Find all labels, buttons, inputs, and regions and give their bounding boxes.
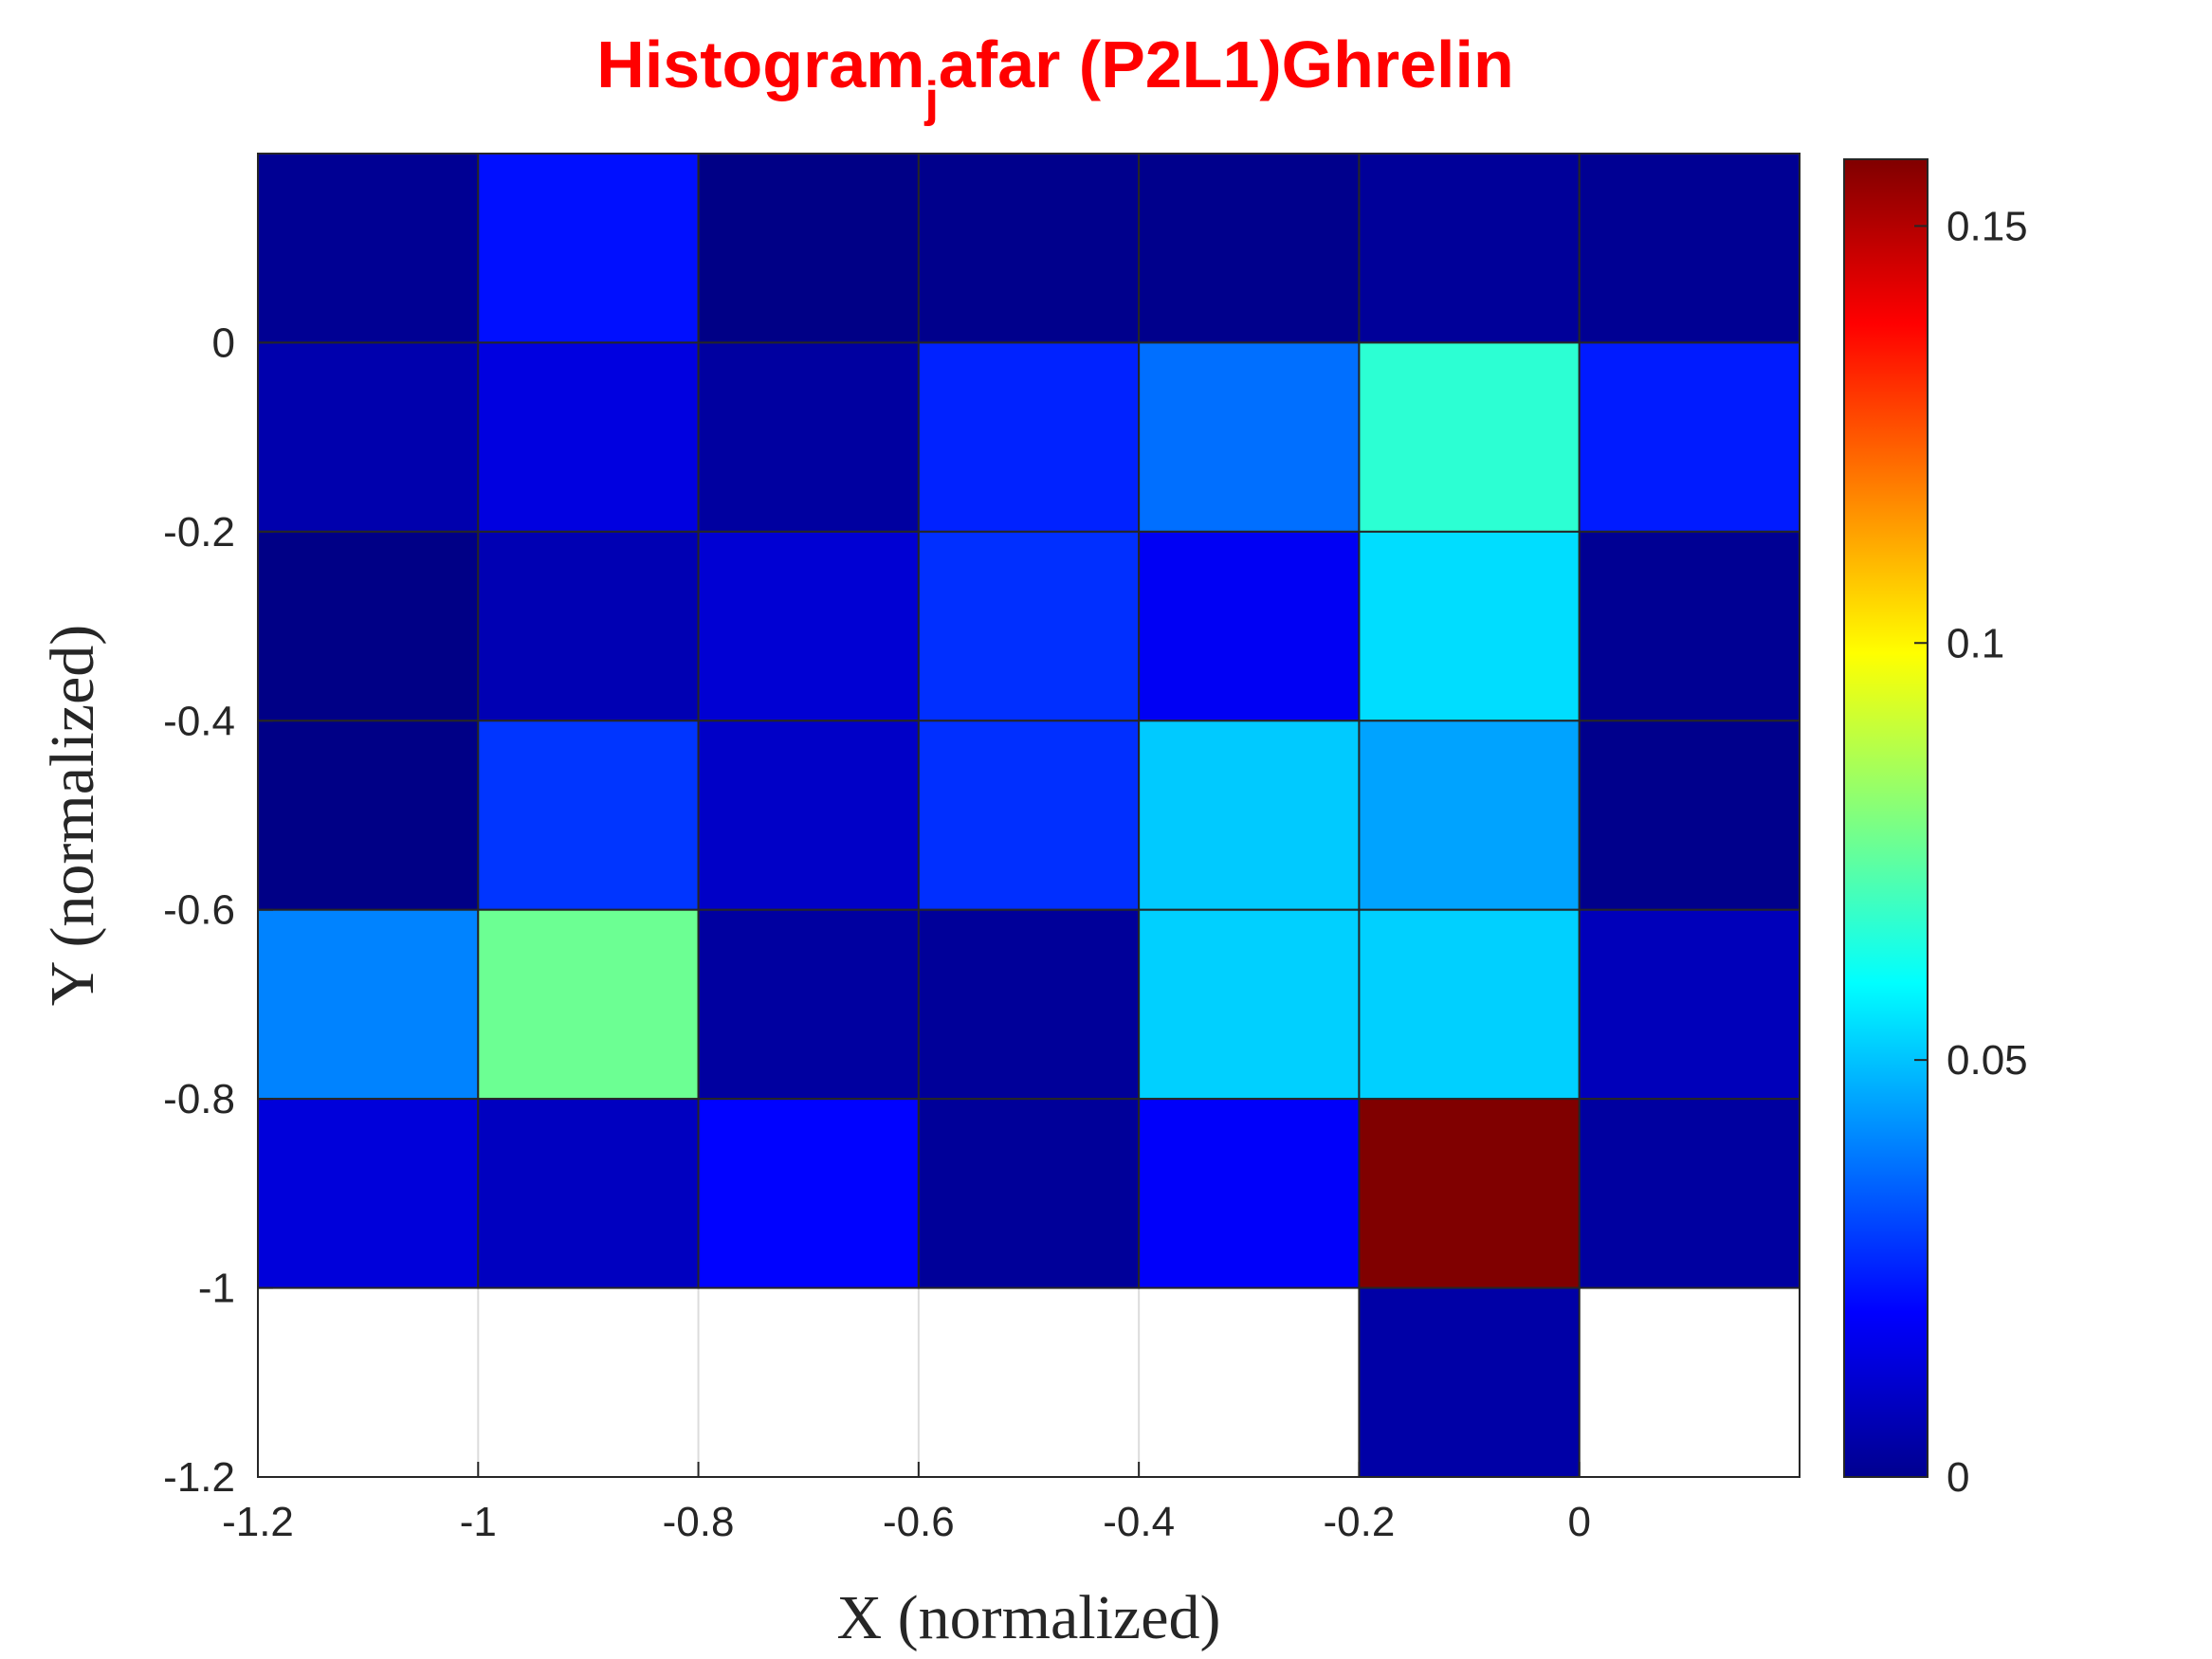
x-tick-label: -0.4 bbox=[1103, 1499, 1175, 1545]
heatmap-cell bbox=[697, 530, 920, 722]
heatmap-cell bbox=[917, 153, 1141, 344]
heatmap-cell bbox=[477, 530, 700, 722]
heatmap-cell bbox=[697, 908, 920, 1101]
heatmap-cell bbox=[477, 153, 700, 344]
heatmap-cell bbox=[917, 908, 1141, 1101]
heatmap-cell bbox=[1358, 1098, 1581, 1289]
x-tick-label: -0.8 bbox=[663, 1499, 735, 1545]
heatmap-cells bbox=[257, 153, 1801, 1478]
x-tick-label: -1.2 bbox=[222, 1499, 294, 1545]
heatmap-cell bbox=[1138, 720, 1361, 911]
colorbar-tick-label: 0.15 bbox=[1947, 203, 2028, 249]
heatmap-cell bbox=[257, 1098, 480, 1289]
y-tick-label: -1.2 bbox=[163, 1454, 235, 1501]
heatmap-cell bbox=[697, 1098, 920, 1289]
y-tick-label: -0.8 bbox=[163, 1076, 235, 1122]
heatmap-cell bbox=[1358, 153, 1581, 344]
heatmap-cell bbox=[477, 341, 700, 533]
colorbar bbox=[1843, 158, 1929, 1478]
y-tick-label: 0 bbox=[212, 319, 235, 366]
heatmap-cell bbox=[1578, 530, 1801, 722]
x-axis-ticks: -1.2 -1 -0.8 -0.6 -0.4 -0.2 0 bbox=[222, 1462, 1591, 1545]
heatmap-cell bbox=[697, 720, 920, 911]
heatmap-cell bbox=[697, 153, 920, 344]
colorbar-tick-label: 0.1 bbox=[1947, 620, 2004, 666]
title-part-main: Histogram bbox=[596, 27, 924, 101]
heatmap-cell bbox=[1138, 153, 1361, 344]
x-tick-label: -0.6 bbox=[883, 1499, 955, 1545]
heatmap-cell bbox=[257, 720, 480, 911]
heatmap-cell bbox=[1358, 341, 1581, 533]
heatmap-cell bbox=[1358, 1286, 1581, 1478]
heatmap-cell bbox=[1138, 1098, 1361, 1289]
x-tick-label: 0 bbox=[1567, 1499, 1590, 1545]
x-tick-label: -0.2 bbox=[1324, 1499, 1396, 1545]
colorbar-ticks: 0 0.05 0.1 0.15 bbox=[1914, 203, 2028, 1501]
heatmap-cell bbox=[477, 1098, 700, 1289]
title-part-subscript: j bbox=[923, 72, 938, 127]
heatmap-cell bbox=[697, 341, 920, 533]
heatmap-cell bbox=[477, 720, 700, 911]
heatmap-cell bbox=[1138, 341, 1361, 533]
colorbar-tick-label: 0.05 bbox=[1947, 1037, 2028, 1084]
y-tick-label: -0.2 bbox=[163, 509, 235, 556]
heatmap-cell bbox=[917, 530, 1141, 722]
heatmap-cell bbox=[917, 341, 1141, 533]
y-axis-label: Y (normalized) bbox=[38, 625, 107, 1007]
heatmap-cell bbox=[1358, 530, 1581, 722]
heatmap-cell bbox=[1578, 908, 1801, 1101]
x-tick-label: -1 bbox=[460, 1499, 497, 1545]
heatmap-cell bbox=[1578, 341, 1801, 533]
heatmap-cell bbox=[1578, 1098, 1801, 1289]
y-tick-label: -0.6 bbox=[163, 887, 235, 934]
heatmap-cell bbox=[1358, 908, 1581, 1101]
heatmap-cell bbox=[1578, 720, 1801, 911]
y-tick-label: -0.4 bbox=[163, 698, 235, 744]
heatmap-cell bbox=[917, 1098, 1141, 1289]
x-axis-label: X (normalized) bbox=[837, 1583, 1221, 1652]
heatmap-cell bbox=[257, 908, 480, 1101]
heatmap-cell bbox=[1138, 530, 1361, 722]
heatmap-cell bbox=[477, 908, 700, 1101]
heatmap-cell bbox=[257, 530, 480, 722]
heatmap-cell bbox=[1138, 908, 1361, 1101]
y-tick-label: -1 bbox=[198, 1266, 235, 1312]
colorbar-tick-label: 0 bbox=[1947, 1454, 1969, 1501]
heatmap-cell bbox=[1358, 720, 1581, 911]
plot-frame bbox=[257, 153, 1801, 1478]
heatmap-cell bbox=[917, 720, 1141, 911]
title-part-rest: afar (P2L1)Ghrelin bbox=[939, 27, 1514, 101]
chart-title: Histogramjafar (P2L1)Ghrelin bbox=[596, 27, 1513, 127]
y-axis-ticks: -1.2 -1 -0.8 -0.6 -0.4 -0.2 0 bbox=[163, 319, 273, 1501]
heatmap-cell bbox=[257, 153, 480, 344]
heatmap-cell bbox=[257, 341, 480, 533]
heatmap-cell bbox=[1578, 153, 1801, 344]
